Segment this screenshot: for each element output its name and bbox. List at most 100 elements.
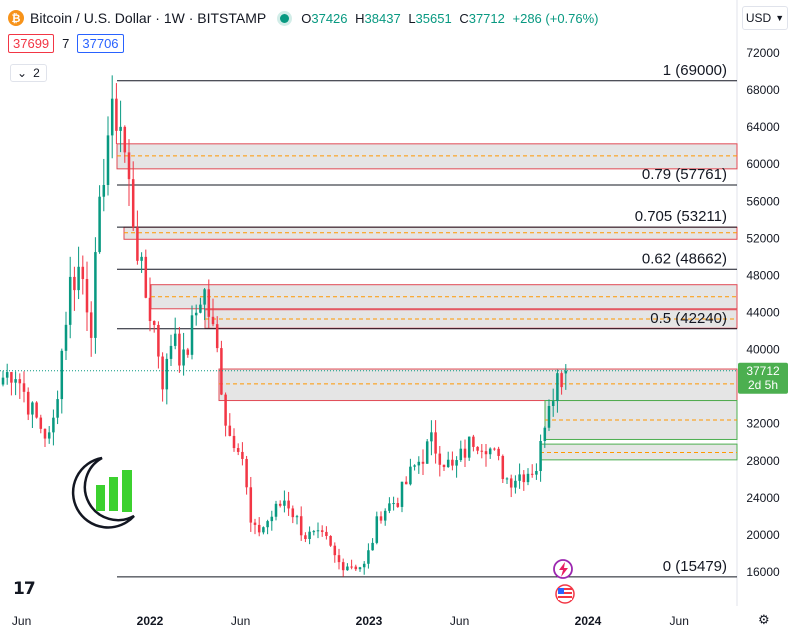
candle — [5, 363, 9, 385]
buy-price-button[interactable]: 37706 — [77, 34, 124, 53]
candle-body — [165, 358, 169, 390]
candle-body — [379, 516, 383, 521]
candle — [379, 511, 383, 524]
indicators-toggle[interactable]: ⌄ 2 — [10, 64, 47, 82]
candle — [228, 413, 232, 437]
candle — [493, 447, 496, 451]
price-axis[interactable]: 72000 68000 64000 60000 56000 52000 48000 44000… — [746, 46, 780, 579]
candle-body — [136, 227, 139, 261]
candle — [283, 490, 286, 513]
candle — [81, 255, 85, 295]
candle-body — [304, 535, 307, 540]
candle — [1, 370, 5, 387]
candle — [98, 185, 101, 254]
price-tick-label: 48000 — [746, 268, 780, 282]
time-tick-label: Jun — [12, 614, 31, 628]
candle — [396, 497, 400, 508]
candle — [123, 125, 127, 163]
candle-body — [560, 373, 563, 388]
candle — [102, 158, 106, 212]
candle-body — [257, 524, 261, 533]
gear-icon[interactable]: ⚙ — [758, 613, 770, 628]
market-status-icon[interactable] — [280, 13, 290, 23]
candle — [39, 414, 43, 434]
candle-body — [241, 451, 244, 459]
candle — [551, 388, 555, 417]
candle — [291, 505, 295, 524]
candle-body — [421, 461, 425, 464]
fib-label-0.705: 0.705 (53211) — [635, 208, 727, 225]
candle — [388, 497, 391, 514]
fib-label-1: 1 (69000) — [663, 62, 727, 79]
candle-body — [119, 126, 122, 131]
price-tick-label: 40000 — [746, 343, 780, 357]
candle — [186, 347, 190, 358]
chart-header: ₿ Bitcoin / U.S. Dollar · 1W · BITSTAMP … — [8, 7, 603, 29]
candle-body — [47, 432, 51, 439]
candle — [119, 100, 122, 153]
candle — [497, 446, 500, 461]
candle-body — [564, 370, 568, 374]
candle — [556, 369, 559, 413]
candle — [211, 298, 215, 327]
currency-select[interactable]: USD ▼ — [742, 6, 788, 30]
candle-body — [169, 345, 173, 359]
candle-body — [388, 503, 391, 511]
candle — [274, 500, 278, 521]
candle — [413, 464, 416, 471]
candle — [451, 451, 454, 471]
candle — [425, 439, 429, 464]
sell-price-button[interactable]: 37699 — [8, 34, 55, 53]
candle-body — [127, 152, 131, 180]
candle — [194, 304, 198, 326]
candle-body — [182, 349, 185, 366]
zone-supply — [150, 284, 738, 310]
candle-body — [35, 402, 38, 418]
candle-body — [430, 432, 433, 442]
lightning-event-icon[interactable] — [553, 559, 573, 579]
candle — [484, 444, 488, 467]
candle-body — [375, 516, 379, 543]
candle — [144, 249, 148, 299]
candle — [467, 436, 471, 461]
candle — [64, 311, 68, 361]
candle-body — [115, 98, 118, 131]
candle-body — [295, 516, 299, 518]
candle — [304, 532, 307, 543]
candle — [245, 455, 248, 495]
candle — [400, 481, 404, 513]
indicators-count: 2 — [33, 66, 40, 80]
candle — [409, 458, 412, 486]
candle-body — [535, 471, 538, 475]
candle-body — [413, 465, 416, 467]
tradingview-logo-icon[interactable]: 17 — [13, 579, 36, 599]
candle-body — [5, 372, 9, 378]
candle-body — [98, 196, 101, 253]
candle-body — [274, 503, 278, 517]
bar-countdown-label: 2d 5h — [748, 378, 778, 392]
candle — [152, 320, 156, 333]
candle-body — [199, 304, 202, 313]
candle — [77, 246, 80, 300]
symbol-title[interactable]: Bitcoin / U.S. Dollar · 1W · BITSTAMP — [30, 10, 267, 26]
candle-body — [278, 503, 282, 506]
candle — [73, 266, 76, 311]
ohlc-readout: O37426 H38437 L35651 C37712 +286 (+0.76%… — [301, 10, 599, 26]
price-tick-label: 68000 — [746, 83, 780, 97]
candle — [68, 256, 72, 339]
candle — [31, 401, 34, 429]
candle-body — [56, 399, 59, 418]
us-flag-event-icon[interactable] — [555, 584, 575, 604]
candle — [501, 454, 505, 483]
bid-ask-panel: 37699 7 37706 — [8, 34, 124, 53]
candle — [354, 564, 358, 572]
time-axis[interactable]: Jun 2022 Jun 2023 Jun 2024 Jun — [12, 614, 689, 628]
candle-body — [329, 535, 332, 546]
candle — [518, 463, 521, 489]
chevron-down-icon: ⌄ — [17, 66, 28, 80]
candle — [10, 371, 13, 396]
candle-body — [140, 256, 143, 261]
candle — [325, 526, 328, 540]
candle-body — [106, 135, 110, 185]
